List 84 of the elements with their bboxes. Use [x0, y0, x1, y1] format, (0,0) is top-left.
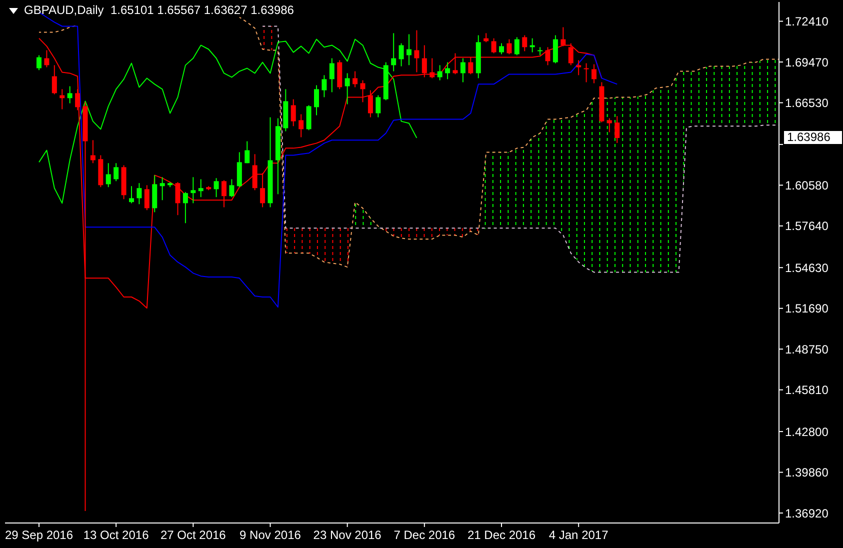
candlestick: [437, 64, 442, 81]
candlestick: [445, 62, 450, 80]
candlestick: [329, 58, 334, 93]
candlestick: [376, 94, 381, 118]
candlestick: [506, 38, 512, 55]
candlestick: [198, 178, 204, 198]
candlestick: [322, 74, 327, 98]
candlestick: [468, 56, 474, 75]
candlestick: [545, 46, 550, 66]
candlestick: [214, 178, 219, 198]
y-tick-label: 1.51690: [785, 302, 829, 316]
candlestick: [152, 174, 158, 213]
candlestick: [576, 60, 582, 76]
candlestick: [182, 192, 188, 224]
candlestick: [244, 140, 250, 164]
candlestick: [236, 152, 242, 188]
y-tick-label: 1.42800: [785, 424, 829, 439]
candlestick: [52, 64, 57, 95]
candlestick: [398, 42, 404, 67]
x-tick-label: 23 Nov 2016: [313, 528, 382, 542]
candlestick: [129, 186, 134, 204]
y-tick-label: 1.36920: [785, 506, 829, 520]
candlestick: [452, 52, 458, 75]
candlestick: [422, 44, 427, 78]
candlestick: [592, 64, 596, 84]
y-tick-label: 1.72410: [785, 14, 829, 29]
candlestick: [36, 54, 42, 71]
candlestick: [552, 34, 558, 64]
candlestick: [114, 162, 119, 182]
candlestick: [584, 62, 589, 83]
y-tick-label: 1.45810: [785, 383, 829, 398]
y-tick-label: 1.60580: [785, 178, 829, 192]
y-tick-label: 1.54630: [785, 260, 829, 275]
candlestick: [606, 118, 612, 133]
x-tick-label: 29 Sep 2016: [4, 528, 74, 542]
y-tick-label: 1.39860: [785, 466, 829, 480]
candlestick: [414, 30, 420, 73]
candlestick: [430, 58, 435, 79]
candlestick: [160, 176, 165, 201]
x-tick-label: 21 Dec 2016: [467, 528, 536, 542]
candlestick: [90, 140, 96, 164]
candlestick: [175, 182, 180, 216]
candlestick: [406, 34, 412, 66]
chart-title: GBPAUD,Daily 1.65101 1.65567 1.63627 1.63986: [24, 3, 294, 18]
candlestick: [298, 114, 304, 138]
candlestick: [222, 180, 226, 208]
candlestick: [499, 42, 504, 55]
candlestick: [368, 90, 373, 118]
candlestick: [522, 34, 528, 52]
x-tick-label: 7 Dec 2016: [394, 528, 456, 542]
candlestick: [229, 178, 234, 198]
candlestick: [344, 72, 350, 105]
candlestick: [530, 38, 535, 53]
candlestick: [75, 88, 80, 111]
candlestick: [44, 50, 50, 68]
y-tick-label: 1.57640: [785, 219, 829, 234]
line-series: [38, 38, 418, 204]
x-tick-label: 13 Oct 2016: [83, 528, 150, 542]
candlestick: [514, 36, 520, 56]
x-tick-label: 27 Oct 2016: [160, 528, 226, 542]
candlestick: [260, 172, 266, 208]
line-series: [262, 26, 780, 273]
candlestick: [614, 116, 620, 144]
candlestick: [568, 42, 574, 66]
candlestick: [190, 176, 196, 204]
y-tick-label: 1.48750: [785, 342, 829, 356]
y-tick-label: 1.66530: [785, 96, 829, 110]
candlestick: [67, 86, 72, 104]
candlestick: [314, 84, 319, 116]
x-tick-label: 9 Nov 2016: [240, 528, 302, 542]
text: 1.63986: [784, 130, 842, 144]
y-tick-label: 1.69470: [785, 55, 829, 70]
candlestick: [352, 70, 358, 88]
candlestick: [391, 32, 396, 72]
candlestick: [460, 58, 466, 83]
x-tick-label: 4 Jan 2017: [548, 528, 609, 542]
candlestick: [136, 182, 142, 205]
candlestick: [491, 38, 496, 54]
candlestick: [252, 154, 258, 191]
candlestick: [290, 98, 296, 127]
candlestick: [306, 104, 312, 131]
candlestick: [106, 162, 111, 188]
candlestick: [144, 184, 150, 211]
candlestick: [360, 80, 366, 103]
